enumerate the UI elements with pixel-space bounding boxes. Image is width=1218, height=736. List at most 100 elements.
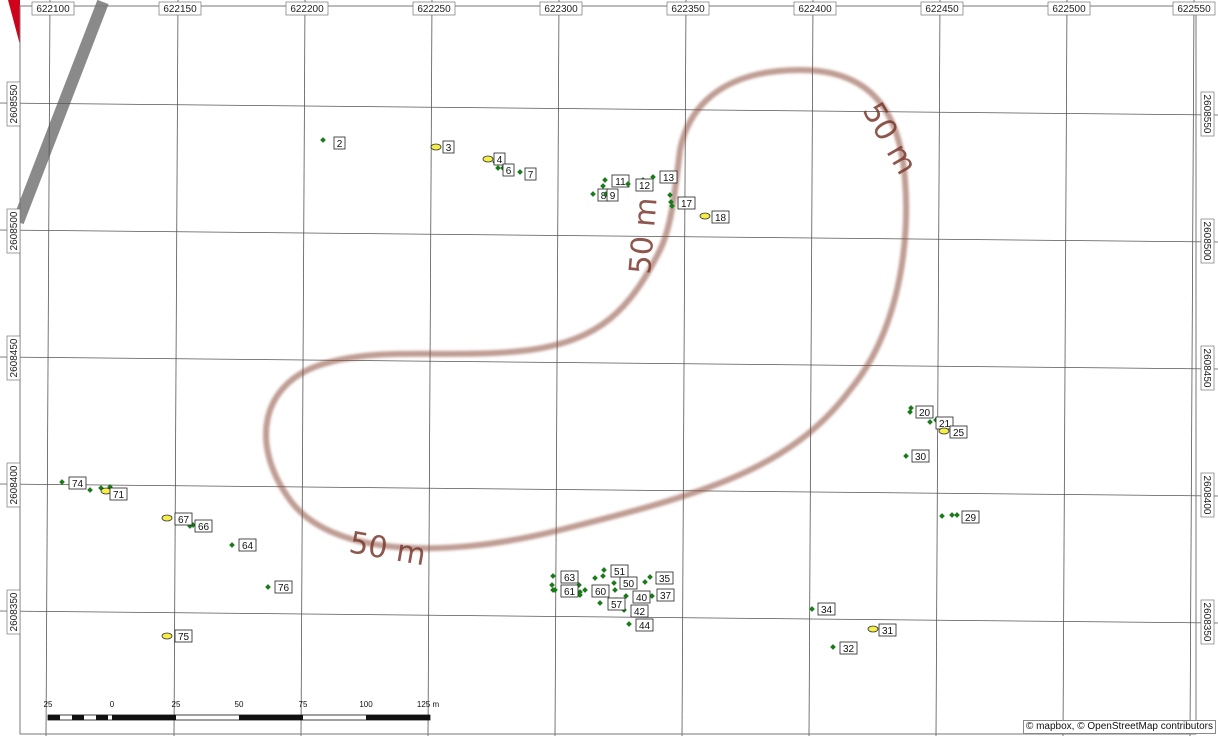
point-marker-dot[interactable]: [908, 405, 914, 411]
point-18[interactable]: 18: [699, 210, 730, 224]
point-marker-dot[interactable]: [667, 192, 673, 198]
point-marker-dot[interactable]: [229, 542, 235, 548]
point-marker-dot[interactable]: [590, 191, 596, 197]
point-marker-yellow[interactable]: [482, 155, 494, 163]
point-marker-dot[interactable]: [602, 177, 608, 183]
point-marker-dot[interactable]: [669, 203, 675, 209]
point-marker-dot[interactable]: [265, 584, 271, 590]
point-11[interactable]: 11: [602, 174, 630, 188]
point-marker-yellow[interactable]: [699, 212, 711, 220]
point-marker-yellow[interactable]: [161, 632, 173, 640]
point-63[interactable]: 63: [550, 570, 579, 584]
point-marker-dot[interactable]: [611, 580, 617, 586]
map-attribution[interactable]: © mapbox, © OpenStreetMap contributors: [1022, 720, 1216, 734]
point-marker-dot[interactable]: [642, 579, 648, 585]
point-marker-yellow[interactable]: [430, 143, 442, 151]
point-marker-dot[interactable]: [649, 593, 655, 599]
northing-labels-left: 2608550 2608500 2608450 2608400 2608350: [6, 81, 21, 635]
northing-label: 2608500: [1200, 218, 1215, 264]
point-marker-dot[interactable]: [592, 575, 598, 581]
point-marker-dot[interactable]: [320, 137, 326, 143]
point-marker-dot[interactable]: [954, 512, 960, 518]
point-marker-dot[interactable]: [647, 574, 653, 580]
point-marker-dot[interactable]: [87, 487, 93, 493]
point-marker-yellow[interactable]: [100, 487, 112, 495]
point-marker-dot[interactable]: [601, 567, 607, 573]
point-13[interactable]: 13: [650, 170, 678, 184]
grid-line-easting: [681, 0, 687, 736]
point-marker-yellow[interactable]: [938, 427, 950, 435]
point-3[interactable]: 3: [430, 140, 455, 154]
point-50[interactable]: 50: [611, 576, 638, 590]
point-marker-dot[interactable]: [577, 589, 583, 595]
point-marker-dot[interactable]: [809, 606, 815, 612]
svg-text:622500: 622500: [1052, 4, 1086, 15]
point-6[interactable]: 6: [495, 163, 515, 177]
point-marker-dot[interactable]: [517, 169, 523, 175]
point-marker-dot[interactable]: [668, 199, 674, 205]
point-marker-dot[interactable]: [59, 479, 65, 485]
point-44[interactable]: 44: [626, 618, 654, 632]
point-marker-dot[interactable]: [939, 513, 945, 519]
point-35[interactable]: 35: [647, 571, 674, 585]
point-7[interactable]: 7: [517, 167, 537, 181]
point-marker-dot[interactable]: [830, 644, 836, 650]
point-29[interactable]: 29: [954, 510, 980, 524]
point-marker-dot[interactable]: [597, 600, 603, 606]
point-9[interactable]: 9: [603, 188, 619, 202]
scale-bar: 25 0 25 50 75 100 125 m: [44, 700, 439, 721]
point-17[interactable]: 17: [668, 196, 696, 210]
point-marker-dot[interactable]: [907, 409, 913, 415]
point-67[interactable]: 67: [161, 512, 193, 526]
point-21[interactable]: 21: [927, 416, 954, 430]
point-12[interactable]: 12: [625, 178, 654, 192]
point-40[interactable]: 40: [623, 590, 651, 604]
point-66[interactable]: 66: [187, 519, 213, 533]
point-marker-dot[interactable]: [612, 587, 618, 593]
point-marker-dot[interactable]: [625, 181, 631, 187]
point-label-box: [591, 584, 610, 598]
point-75[interactable]: 75: [161, 629, 193, 643]
point-57[interactable]: 57: [597, 597, 626, 611]
point-marker-dot[interactable]: [949, 512, 955, 518]
point-51[interactable]: 51: [601, 564, 629, 578]
point-71[interactable]: 71: [100, 487, 128, 501]
point-20[interactable]: 20: [907, 405, 934, 419]
point-2[interactable]: 2: [320, 136, 346, 150]
point-marker-dot[interactable]: [623, 593, 629, 599]
point-label-box: [524, 167, 537, 181]
point-37[interactable]: 37: [649, 588, 675, 602]
point-marker-dot[interactable]: [600, 183, 606, 189]
point-31[interactable]: 31: [867, 623, 897, 637]
point-25[interactable]: 25: [938, 425, 968, 439]
point-marker-yellow[interactable]: [161, 514, 173, 522]
point-marker-dot[interactable]: [550, 587, 556, 593]
point-marker-dot[interactable]: [650, 174, 656, 180]
point-marker-dot[interactable]: [903, 453, 909, 459]
point-4[interactable]: 4: [482, 152, 506, 166]
easting-labels: 622100 622150 622200 622250 622300 62235…: [31, 1, 1216, 16]
point-marker-yellow[interactable]: [867, 625, 879, 633]
point-32[interactable]: 32: [830, 641, 858, 655]
point-marker-dot[interactable]: [577, 592, 583, 598]
point-74[interactable]: 74: [59, 476, 87, 490]
point-marker-dot[interactable]: [550, 573, 556, 579]
point-76[interactable]: 76: [265, 580, 293, 594]
point-64[interactable]: 64: [229, 538, 257, 552]
svg-text:622150: 622150: [163, 4, 197, 15]
point-marker-dot[interactable]: [582, 587, 588, 593]
point-61[interactable]: 61: [550, 584, 579, 598]
point-60[interactable]: 60: [582, 584, 610, 598]
point-label-box: [655, 571, 674, 585]
point-marker-dot[interactable]: [626, 621, 632, 627]
point-marker-dot[interactable]: [927, 419, 933, 425]
point-marker-dot[interactable]: [549, 582, 555, 588]
point-marker-dot[interactable]: [495, 165, 501, 171]
point-marker-dot[interactable]: [600, 573, 606, 579]
northing-label: 2608450: [6, 335, 21, 381]
point-34[interactable]: 34: [809, 602, 836, 616]
point-label-box: [274, 580, 293, 594]
point-30[interactable]: 30: [903, 449, 930, 463]
